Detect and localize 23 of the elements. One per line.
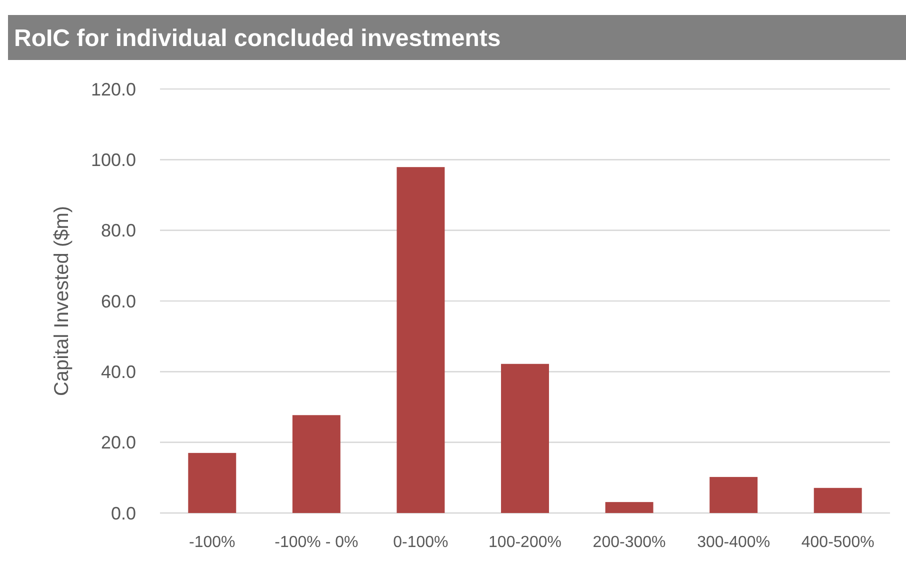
x-tick-label: -100% [189, 534, 236, 551]
y-tick-label: 60.0 [100, 291, 136, 312]
bar [396, 167, 445, 513]
y-tick-label: 0.0 [110, 503, 136, 524]
y-tick-label: 120.0 [90, 79, 136, 100]
x-tick-label: 400-500% [801, 534, 874, 551]
bar [605, 502, 654, 513]
bar [710, 476, 758, 513]
bar [814, 488, 862, 513]
bar [292, 415, 340, 513]
y-tick-label: 80.0 [100, 220, 136, 241]
bar [188, 452, 236, 513]
y-tick-label: 40.0 [100, 362, 136, 382]
x-tick-label: 100-200% [488, 534, 562, 551]
x-tick-label: 300-400% [697, 534, 770, 551]
x-tick-label: -100% - 0% [274, 534, 358, 551]
y-tick-label: 20.0 [100, 432, 136, 453]
y-tick-label: 100.0 [90, 150, 136, 170]
x-tick-label: 200-300% [592, 534, 666, 551]
chart-title: RoIC for individual concluded investments [14, 25, 501, 52]
x-tick-label: 0-100% [393, 534, 448, 551]
y-axis-title: Capital Invested ($m) [51, 206, 73, 396]
bar [501, 364, 549, 513]
